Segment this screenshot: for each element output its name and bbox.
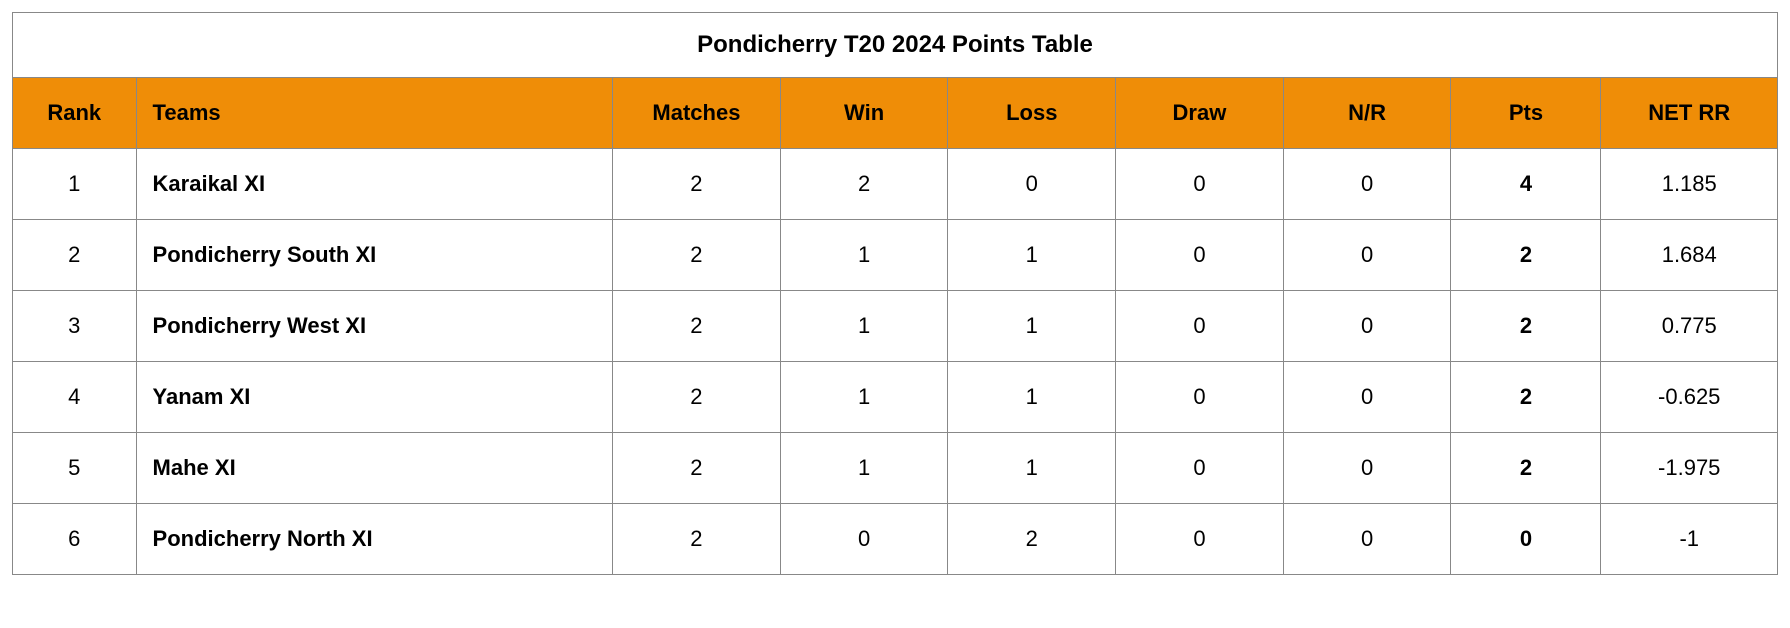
cell-nrr: -1 [1601, 504, 1778, 575]
cell-draw: 0 [1116, 362, 1284, 433]
cell-win: 1 [780, 433, 948, 504]
col-header-pts: Pts [1451, 78, 1601, 149]
cell-pts: 2 [1451, 362, 1601, 433]
table-title: Pondicherry T20 2024 Points Table [13, 13, 1778, 78]
cell-nr: 0 [1283, 504, 1451, 575]
cell-loss: 2 [948, 504, 1116, 575]
table-row: 3Pondicherry West XI2110020.775 [13, 291, 1778, 362]
cell-nr: 0 [1283, 291, 1451, 362]
cell-matches: 2 [613, 291, 781, 362]
table-row: 5Mahe XI211002-1.975 [13, 433, 1778, 504]
cell-nr: 0 [1283, 433, 1451, 504]
cell-pts: 0 [1451, 504, 1601, 575]
cell-draw: 0 [1116, 149, 1284, 220]
cell-draw: 0 [1116, 504, 1284, 575]
col-header-win: Win [780, 78, 948, 149]
col-header-nrr: NET RR [1601, 78, 1778, 149]
cell-draw: 0 [1116, 220, 1284, 291]
table-row: 6Pondicherry North XI202000-1 [13, 504, 1778, 575]
cell-win: 2 [780, 149, 948, 220]
col-header-rank: Rank [13, 78, 137, 149]
table-title-row: Pondicherry T20 2024 Points Table [13, 13, 1778, 78]
cell-win: 0 [780, 504, 948, 575]
cell-nrr: -1.975 [1601, 433, 1778, 504]
cell-nrr: 1.185 [1601, 149, 1778, 220]
cell-loss: 1 [948, 220, 1116, 291]
cell-matches: 2 [613, 504, 781, 575]
cell-loss: 1 [948, 362, 1116, 433]
cell-loss: 1 [948, 433, 1116, 504]
cell-rank: 1 [13, 149, 137, 220]
cell-teams: Pondicherry South XI [136, 220, 613, 291]
cell-draw: 0 [1116, 433, 1284, 504]
cell-nrr: 0.775 [1601, 291, 1778, 362]
cell-win: 1 [780, 291, 948, 362]
cell-win: 1 [780, 362, 948, 433]
cell-matches: 2 [613, 362, 781, 433]
cell-nrr: -0.625 [1601, 362, 1778, 433]
cell-pts: 4 [1451, 149, 1601, 220]
cell-pts: 2 [1451, 433, 1601, 504]
cell-loss: 1 [948, 291, 1116, 362]
cell-draw: 0 [1116, 291, 1284, 362]
cell-nr: 0 [1283, 220, 1451, 291]
cell-rank: 5 [13, 433, 137, 504]
cell-nrr: 1.684 [1601, 220, 1778, 291]
col-header-matches: Matches [613, 78, 781, 149]
table-row: 1Karaikal XI2200041.185 [13, 149, 1778, 220]
cell-matches: 2 [613, 220, 781, 291]
cell-matches: 2 [613, 433, 781, 504]
cell-pts: 2 [1451, 291, 1601, 362]
cell-rank: 2 [13, 220, 137, 291]
table-header-row: Rank Teams Matches Win Loss Draw N/R Pts… [13, 78, 1778, 149]
table-body: 1Karaikal XI2200041.1852Pondicherry Sout… [13, 149, 1778, 575]
cell-loss: 0 [948, 149, 1116, 220]
col-header-loss: Loss [948, 78, 1116, 149]
col-header-nr: N/R [1283, 78, 1451, 149]
cell-teams: Pondicherry North XI [136, 504, 613, 575]
cell-teams: Karaikal XI [136, 149, 613, 220]
cell-rank: 4 [13, 362, 137, 433]
cell-teams: Yanam XI [136, 362, 613, 433]
cell-teams: Pondicherry West XI [136, 291, 613, 362]
table-row: 2Pondicherry South XI2110021.684 [13, 220, 1778, 291]
table-row: 4Yanam XI211002-0.625 [13, 362, 1778, 433]
cell-pts: 2 [1451, 220, 1601, 291]
cell-win: 1 [780, 220, 948, 291]
points-table: Pondicherry T20 2024 Points Table Rank T… [12, 12, 1778, 575]
cell-rank: 3 [13, 291, 137, 362]
cell-matches: 2 [613, 149, 781, 220]
col-header-draw: Draw [1116, 78, 1284, 149]
cell-nr: 0 [1283, 149, 1451, 220]
col-header-teams: Teams [136, 78, 613, 149]
cell-teams: Mahe XI [136, 433, 613, 504]
cell-nr: 0 [1283, 362, 1451, 433]
cell-rank: 6 [13, 504, 137, 575]
